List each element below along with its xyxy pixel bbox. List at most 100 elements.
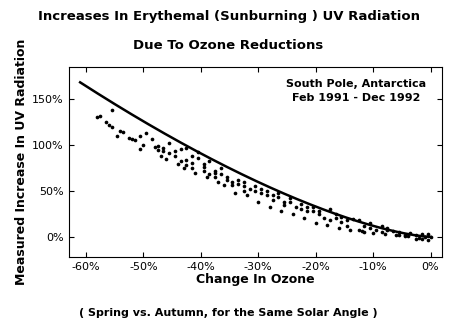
Point: [188, 165, 196, 170]
Point: [223, 177, 230, 182]
Point: [188, 161, 196, 166]
Text: Feb 1991 - Dec 1992: Feb 1991 - Dec 1992: [292, 93, 420, 103]
Point: [188, 153, 196, 158]
Point: [338, 214, 345, 219]
Point: [183, 163, 190, 168]
Point: [217, 165, 224, 170]
Text: Increases In Erythemal (Sunburning ) UV Radiation: Increases In Erythemal (Sunburning ) UV …: [37, 10, 420, 23]
Point: [358, 229, 365, 234]
Point: [384, 225, 391, 230]
Point: [395, 232, 403, 237]
Point: [257, 187, 265, 192]
Point: [266, 205, 273, 210]
Point: [367, 225, 374, 230]
Point: [105, 122, 112, 127]
Point: [200, 164, 207, 169]
Point: [275, 190, 282, 195]
Point: [137, 133, 144, 138]
Point: [303, 204, 311, 209]
Point: [171, 153, 179, 158]
Point: [140, 142, 147, 147]
Y-axis label: Measured Increase In UV Radiation: Measured Increase In UV Radiation: [15, 39, 28, 285]
Point: [206, 158, 213, 163]
Point: [137, 146, 144, 151]
Point: [361, 230, 368, 235]
Point: [257, 190, 265, 195]
Point: [395, 230, 403, 235]
Point: [125, 135, 133, 140]
Point: [117, 129, 124, 134]
Point: [94, 115, 101, 120]
Point: [389, 229, 397, 234]
Point: [404, 233, 411, 238]
Point: [200, 162, 207, 167]
Point: [326, 207, 334, 212]
Point: [114, 133, 121, 138]
Text: ( Spring vs. Autumn, for the Same Solar Angle ): ( Spring vs. Autumn, for the Same Solar …: [79, 307, 378, 318]
Point: [243, 193, 250, 198]
Point: [228, 179, 236, 184]
Point: [269, 193, 276, 198]
Point: [252, 184, 259, 189]
Point: [326, 218, 334, 223]
Point: [160, 149, 167, 154]
Point: [415, 235, 423, 240]
Point: [309, 205, 316, 210]
Point: [321, 216, 328, 221]
Point: [263, 188, 271, 193]
Point: [384, 228, 391, 233]
Point: [108, 108, 115, 113]
Point: [232, 190, 239, 195]
Point: [212, 168, 219, 173]
Point: [346, 227, 354, 232]
Point: [96, 113, 104, 118]
Point: [163, 156, 170, 161]
Point: [240, 179, 248, 184]
Point: [220, 183, 228, 188]
Point: [289, 211, 296, 216]
Point: [378, 230, 385, 235]
Point: [108, 124, 115, 129]
Point: [214, 179, 222, 184]
Point: [240, 188, 248, 193]
Point: [418, 232, 425, 237]
Point: [143, 131, 150, 136]
Point: [217, 172, 224, 177]
Point: [277, 209, 285, 214]
Point: [424, 232, 431, 237]
Point: [427, 234, 434, 239]
X-axis label: Change In Ozone: Change In Ozone: [196, 273, 314, 286]
Point: [303, 209, 311, 214]
Point: [148, 137, 155, 142]
Point: [275, 195, 282, 200]
Point: [191, 170, 199, 175]
Point: [255, 199, 262, 204]
Point: [212, 175, 219, 180]
Point: [165, 151, 173, 156]
Point: [203, 175, 210, 180]
Point: [315, 211, 322, 216]
Point: [128, 136, 135, 141]
Point: [372, 227, 380, 232]
Point: [378, 223, 385, 228]
Point: [234, 181, 242, 186]
Point: [349, 217, 356, 222]
Point: [369, 231, 377, 236]
Point: [335, 225, 342, 230]
Point: [413, 236, 420, 241]
Point: [171, 149, 179, 154]
Point: [292, 205, 299, 210]
Point: [315, 209, 322, 214]
Point: [212, 170, 219, 175]
Point: [309, 209, 316, 214]
Point: [246, 187, 253, 192]
Point: [401, 232, 408, 237]
Point: [183, 145, 190, 150]
Point: [418, 236, 425, 241]
Point: [332, 211, 340, 216]
Point: [367, 220, 374, 226]
Point: [200, 168, 207, 173]
Point: [281, 202, 288, 207]
Point: [281, 199, 288, 204]
Point: [160, 145, 167, 150]
